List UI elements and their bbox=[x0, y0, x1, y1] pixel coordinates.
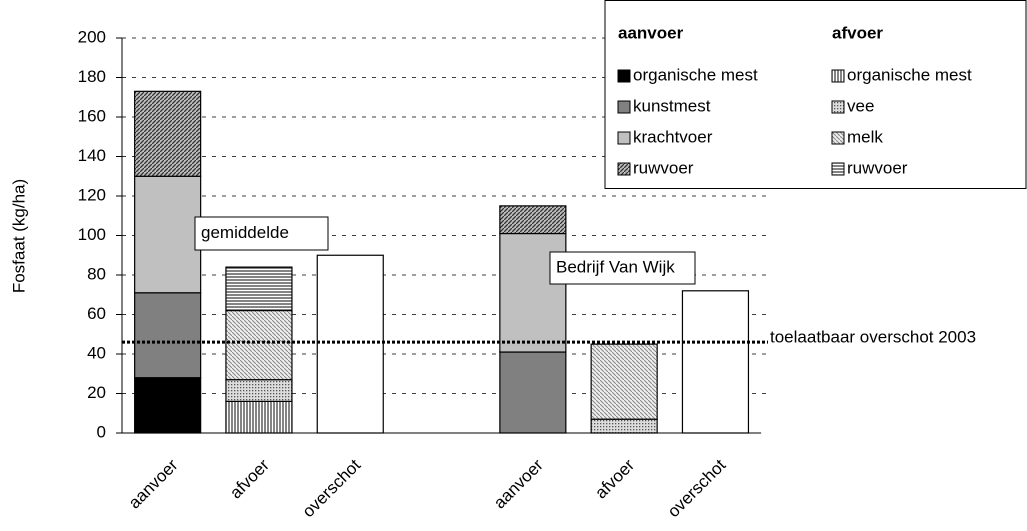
annotation-box bbox=[194, 216, 329, 251]
bar-segment bbox=[590, 343, 658, 420]
y-axis-label: Fosfaat (kg/ha) bbox=[9, 179, 28, 293]
annotation-box bbox=[549, 251, 696, 285]
legend-title: aanvoer bbox=[618, 23, 684, 42]
y-tick-label: 100 bbox=[78, 225, 106, 244]
y-tick-label: 80 bbox=[87, 264, 106, 283]
bar-segment bbox=[225, 266, 293, 312]
bar-segment bbox=[225, 400, 293, 434]
legend-swatch bbox=[831, 131, 845, 145]
y-tick-label: 120 bbox=[78, 185, 106, 204]
y-tick-label: 200 bbox=[78, 27, 106, 46]
legend-swatch bbox=[831, 100, 845, 114]
bar-segment bbox=[134, 90, 202, 177]
bar-segment bbox=[225, 309, 293, 381]
y-tick-label: 40 bbox=[87, 343, 106, 362]
x-tick-label: afvoer bbox=[226, 455, 273, 502]
legend-swatch bbox=[831, 69, 845, 83]
bar-segment bbox=[681, 290, 750, 434]
threshold-label: toelaatbaar overschot 2003 bbox=[770, 328, 976, 347]
y-tick-label: 180 bbox=[78, 67, 106, 86]
annotation: Bedrijf Van Wijk bbox=[556, 257, 675, 276]
bar-segment bbox=[225, 379, 293, 402]
bar-segment bbox=[134, 292, 202, 379]
y-tick-label: 0 bbox=[97, 422, 106, 441]
bar-segment bbox=[316, 254, 384, 434]
legend-label: krachtvoer bbox=[633, 127, 713, 146]
bar-segment bbox=[499, 351, 567, 434]
bar-segment bbox=[499, 205, 567, 235]
legend-label: organische mest bbox=[847, 65, 972, 84]
legend-swatch bbox=[617, 162, 631, 176]
bar-segment bbox=[590, 418, 658, 434]
legend-label: ruwvoer bbox=[847, 158, 908, 177]
legend-label: melk bbox=[847, 127, 883, 146]
legend-label: ruwvoer bbox=[633, 158, 694, 177]
x-tick-label: overschot bbox=[299, 455, 365, 521]
legend-swatch bbox=[617, 131, 631, 145]
y-tick-label: 20 bbox=[87, 383, 106, 402]
x-tick-label: afvoer bbox=[591, 455, 638, 502]
legend-label: vee bbox=[847, 96, 874, 115]
y-tick-label: 140 bbox=[78, 146, 106, 165]
y-tick-label: 160 bbox=[78, 106, 106, 125]
x-tick-label: aanvoer bbox=[125, 455, 182, 512]
bar-segment bbox=[499, 232, 567, 353]
legend-box bbox=[604, 0, 1027, 189]
bar-segment bbox=[134, 377, 202, 434]
bar-segment bbox=[134, 175, 202, 294]
legend-swatch bbox=[617, 100, 631, 114]
legend-swatch bbox=[831, 162, 845, 176]
x-tick-label: aanvoer bbox=[490, 455, 547, 512]
legend-title: afvoer bbox=[832, 23, 883, 42]
annotation: gemiddelde bbox=[201, 223, 289, 242]
y-tick-label: 60 bbox=[87, 304, 106, 323]
legend-label: kunstmest bbox=[633, 96, 711, 115]
legend-label: organische mest bbox=[633, 65, 758, 84]
x-tick-label: overschot bbox=[664, 455, 730, 521]
legend-swatch bbox=[617, 69, 631, 83]
